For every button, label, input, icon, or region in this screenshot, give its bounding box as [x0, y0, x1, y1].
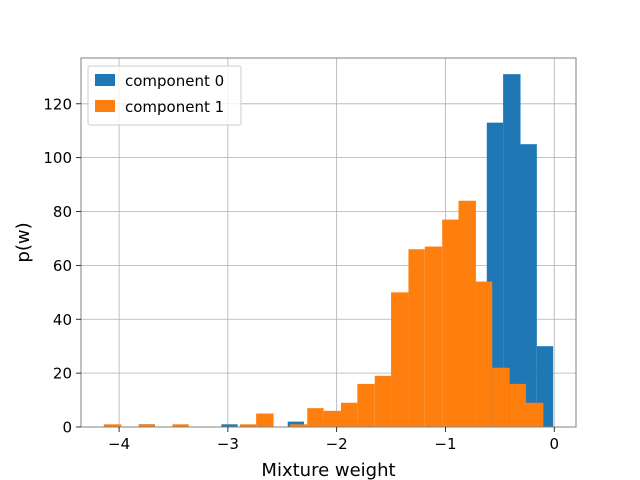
- bar-component-1: [307, 408, 324, 427]
- bar-component-1: [408, 249, 425, 427]
- bar-component-1: [239, 424, 257, 427]
- x-axis-label: Mixture weight: [261, 460, 395, 480]
- y-tick-label: 80: [53, 203, 72, 221]
- bar-component-1: [103, 424, 122, 427]
- bar-component-0: [221, 424, 238, 427]
- bar-component-1: [138, 424, 155, 427]
- y-tick-label: 20: [53, 365, 72, 383]
- y-axis-ticks: 0 20 40 60 80 100 120: [43, 95, 81, 437]
- bar-component-1: [289, 424, 308, 427]
- bar-component-1: [458, 200, 476, 427]
- bar-component-1: [256, 413, 274, 427]
- bar-component-1: [424, 246, 443, 427]
- legend: component 0 component 1: [87, 65, 242, 126]
- bar-component-1: [391, 292, 409, 427]
- y-tick-label: 100: [43, 149, 72, 167]
- bar-component-0: [520, 144, 537, 428]
- bar-component-1: [341, 402, 358, 427]
- bar-component-1: [442, 219, 459, 427]
- bar-component-1: [357, 383, 375, 427]
- bar-component-1: [525, 402, 544, 427]
- x-tick-label: −1: [434, 435, 456, 453]
- y-tick-label: 120: [43, 95, 72, 113]
- bar-component-1: [509, 383, 526, 427]
- x-tick-label: −3: [217, 435, 239, 453]
- x-tick-label: −2: [326, 435, 348, 453]
- legend-label-component-1: component 1: [125, 98, 224, 116]
- y-axis-label: p(w): [13, 222, 34, 262]
- x-axis-ticks: −4 −3 −2 −1 0: [108, 427, 559, 453]
- legend-swatch-component-1: [95, 100, 115, 112]
- axes-frame: [80, 57, 577, 428]
- y-tick-label: 40: [53, 311, 72, 329]
- plot-frame: [80, 57, 577, 428]
- legend-box: [87, 65, 242, 126]
- y-tick-label: 60: [53, 257, 72, 275]
- bar-component-1: [172, 424, 189, 427]
- y-tick-label: 0: [62, 419, 72, 437]
- bar-component-1: [323, 410, 342, 427]
- x-tick-label: −4: [108, 435, 130, 453]
- bar-component-1: [492, 367, 510, 427]
- legend-label-component-0: component 0: [125, 72, 224, 90]
- bar-component-0: [503, 74, 521, 427]
- legend-swatch-component-0: [95, 74, 115, 86]
- x-tick-label: 0: [549, 435, 559, 453]
- bar-component-1: [475, 281, 493, 427]
- bars: [103, 74, 554, 428]
- bar-component-1: [374, 375, 392, 427]
